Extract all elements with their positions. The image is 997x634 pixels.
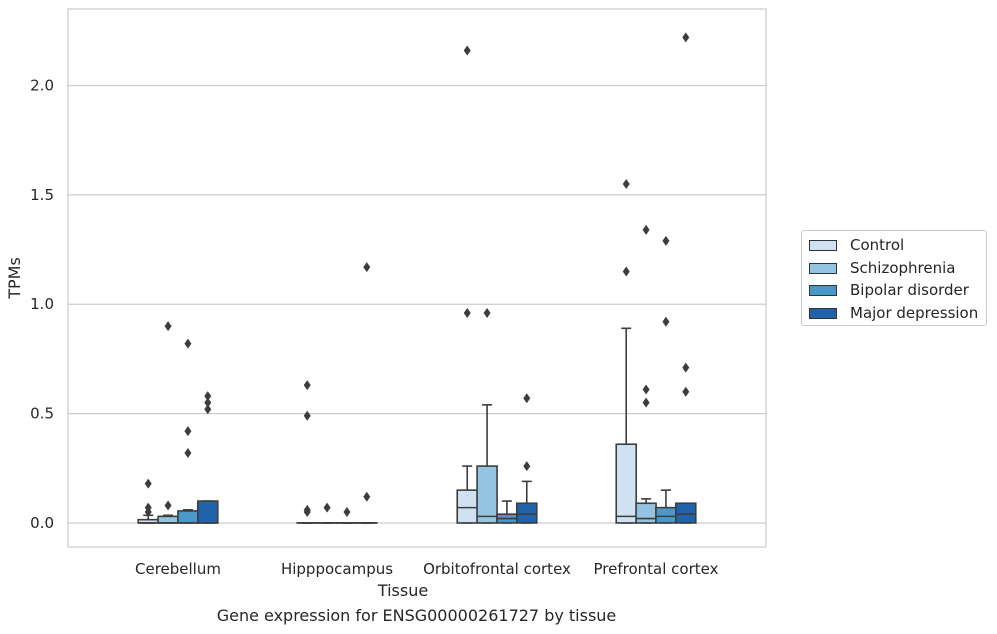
outlier-point xyxy=(164,321,172,332)
box-body xyxy=(515,502,538,524)
outlier-point xyxy=(682,32,690,43)
outlier-point xyxy=(363,262,371,273)
box-bipolar-disorder xyxy=(496,500,518,524)
figure-caption: Gene expression for ENSG00000261727 by t… xyxy=(216,606,617,625)
outlier-point xyxy=(144,502,152,513)
box-groups xyxy=(137,327,697,524)
box-body xyxy=(157,515,179,524)
box-control xyxy=(615,327,638,524)
box-body xyxy=(635,502,657,524)
outlier-point xyxy=(662,235,670,246)
x-axis-label: Tissue xyxy=(377,581,428,600)
outlier-point xyxy=(184,426,192,437)
legend: Control Schizophrenia Bipolar disorder M… xyxy=(801,230,987,326)
legend-label: Bipolar disorder xyxy=(850,281,969,299)
box-body xyxy=(196,500,219,524)
outlier-point xyxy=(523,393,531,404)
outlier-point xyxy=(184,447,192,458)
legend-label: Major depression xyxy=(850,304,979,322)
box-schizophrenia xyxy=(635,498,657,524)
outlier-point xyxy=(463,307,471,318)
box-schizophrenia xyxy=(476,404,498,524)
box-body xyxy=(615,443,638,524)
legend-swatch-control xyxy=(809,239,837,251)
box-control xyxy=(456,465,479,524)
box-body xyxy=(177,510,199,524)
outlier-point xyxy=(682,362,690,373)
legend-item-control: Control xyxy=(809,235,904,255)
outlier-point xyxy=(184,338,192,349)
plot-frame xyxy=(67,8,767,548)
box-schizophrenia xyxy=(157,514,179,524)
y-tick-labels: 0.0 0.5 1.0 1.5 2.0 xyxy=(30,77,54,532)
x-tick-label: Orbitofrontal cortex xyxy=(423,560,571,578)
outlier-point xyxy=(204,397,212,408)
legend-label: Schizophrenia xyxy=(850,259,956,277)
gridlines xyxy=(68,84,766,524)
outlier-point xyxy=(523,461,531,472)
outlier-point xyxy=(204,404,212,415)
legend-item-bipolar-disorder: Bipolar disorder xyxy=(809,280,969,300)
outlier-point xyxy=(662,316,670,327)
outlier-point xyxy=(463,45,471,56)
outlier-points xyxy=(144,32,690,518)
box-body xyxy=(456,489,479,524)
box-body xyxy=(655,506,677,524)
y-tick-label: 2.0 xyxy=(30,77,54,95)
x-tick-label: Prefrontal cortex xyxy=(594,560,719,578)
legend-label: Control xyxy=(850,236,905,254)
legend-swatch-bipolar-disorder xyxy=(809,284,837,296)
box-major-depression xyxy=(196,500,219,524)
outlier-point xyxy=(642,224,650,235)
box-body xyxy=(674,502,697,524)
box-major-depression xyxy=(515,480,538,524)
box-bipolar-disorder xyxy=(177,509,199,524)
outlier-point xyxy=(622,266,630,277)
legend-item-major-depression: Major depression xyxy=(809,303,978,323)
outlier-point xyxy=(164,500,172,511)
outlier-point xyxy=(303,504,311,515)
outlier-point xyxy=(642,397,650,408)
outlier-point xyxy=(622,178,630,189)
y-tick-label: 0.5 xyxy=(30,405,54,423)
outlier-point xyxy=(144,478,152,489)
box-bipolar-disorder xyxy=(655,489,677,524)
box-body xyxy=(476,465,498,524)
outlier-point xyxy=(343,507,351,518)
outlier-point xyxy=(303,380,311,391)
y-tick-label: 1.0 xyxy=(30,295,54,313)
legend-swatch-major-depression xyxy=(809,307,837,319)
y-tick-label: 1.5 xyxy=(30,186,54,204)
x-tick-label: Cerebellum xyxy=(135,560,221,578)
x-tick-label: Hipppocampus xyxy=(281,560,393,578)
y-tick-label: 0.0 xyxy=(30,514,54,532)
outlier-point xyxy=(303,410,311,421)
outlier-point xyxy=(483,307,491,318)
y-axis-label: TPMs xyxy=(5,257,24,300)
legend-swatch-schizophrenia xyxy=(809,262,837,274)
outlier-point xyxy=(204,391,212,402)
outlier-point xyxy=(642,384,650,395)
box-major-depression xyxy=(674,502,697,524)
outlier-point xyxy=(363,491,371,502)
legend-item-schizophrenia: Schizophrenia xyxy=(809,258,955,278)
x-tick-labels: Cerebellum Hipppocampus Orbitofrontal cort… xyxy=(135,560,719,578)
outlier-point xyxy=(682,386,690,397)
outlier-point xyxy=(323,502,331,513)
